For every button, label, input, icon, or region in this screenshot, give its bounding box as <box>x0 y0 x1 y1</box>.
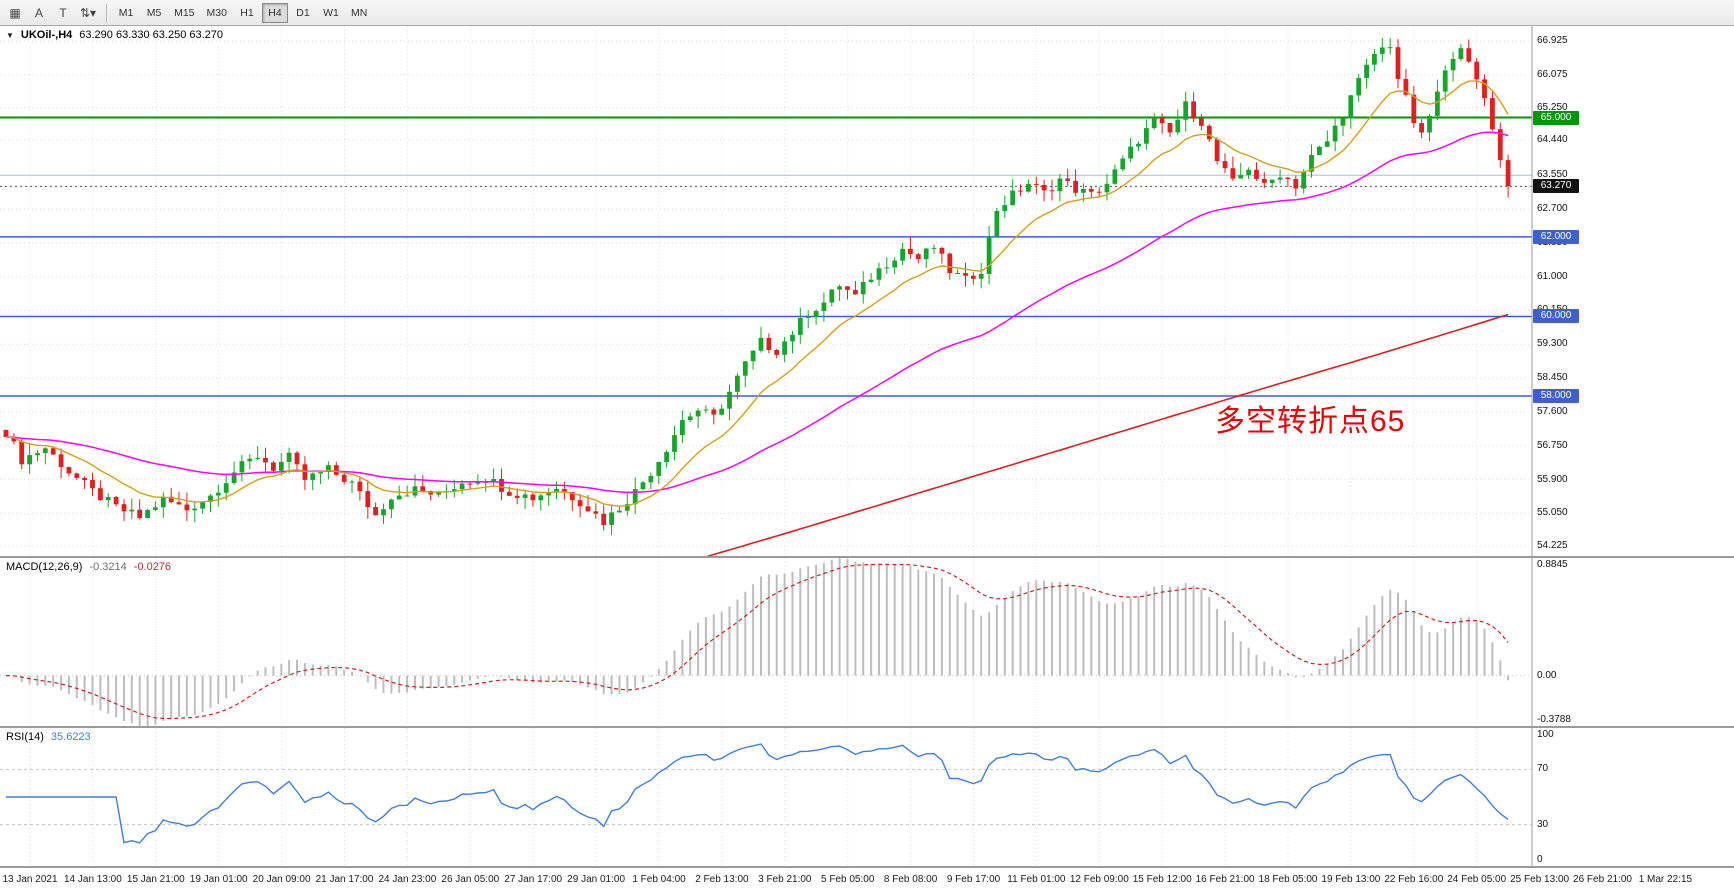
axis-label: 0 <box>1537 854 1543 865</box>
time-axis-label: 22 Feb 16:00 <box>1384 874 1444 885</box>
rsi-value: 35.6223 <box>50 731 91 743</box>
time-axis-label: 26 Jan 05:00 <box>441 874 500 885</box>
font-a-button[interactable]: A <box>34 5 43 20</box>
time-axis-label: 26 Feb 21:00 <box>1573 874 1632 885</box>
axis-label: 0.00 <box>1537 669 1557 681</box>
rsi-indicator-name: RSI(14) <box>6 731 44 743</box>
axis-label: 66.925 <box>1537 34 1568 46</box>
timeframe-button-m15[interactable]: M15 <box>174 6 195 19</box>
macd-label-bar: MACD(12,26,9) -0.3214 -0.0276 <box>6 561 171 573</box>
chart-title-bar: ▼ UKOil-,H4 63.290 63.330 63.250 63.270 <box>6 29 223 41</box>
time-axis-label: 24 Jan 23:00 <box>378 874 437 885</box>
time-axis-label: 27 Jan 17:00 <box>504 874 563 885</box>
rsi-canvas[interactable] <box>0 728 1734 866</box>
time-axis-label: 16 Feb 21:00 <box>1195 874 1255 885</box>
axis-label: 65.250 <box>1537 101 1568 113</box>
timeframe-button-h1[interactable]: H1 <box>240 6 254 19</box>
axis-label: 0.8845 <box>1537 559 1568 570</box>
time-axis-label: 21 Jan 17:00 <box>315 874 374 885</box>
time-axis-label: 3 Feb 21:00 <box>758 874 812 885</box>
panel-separator[interactable] <box>0 556 1734 558</box>
time-axis-label: 9 Feb 17:00 <box>946 874 1001 885</box>
quick-trade-collapse-icon[interactable]: ▼ <box>6 30 14 40</box>
toolbar: ▦ A T ⇅▾ M1 M5 M15 M30 H1 H4 D1 W1 MN <box>0 0 1734 26</box>
time-axis-label: 1 Feb 04:00 <box>632 874 686 885</box>
axis-label: 30 <box>1537 818 1549 830</box>
timeframe-button-m5[interactable]: M5 <box>146 6 162 19</box>
price-badge: 58.000 <box>1533 389 1579 403</box>
time-axis-label: 2 Feb 13:00 <box>695 874 749 885</box>
axis-label: 55.900 <box>1537 473 1568 485</box>
axis-label: 59.300 <box>1537 338 1568 350</box>
macd-panel[interactable]: MACD(12,26,9) -0.3214 -0.0276 0.8845 0.00… <box>0 558 1734 726</box>
cycle-arrows-button[interactable]: ⇅▾ <box>80 5 97 20</box>
timeframe-button-w1[interactable]: W1 <box>323 6 339 19</box>
price-badge: 60.000 <box>1533 309 1579 323</box>
chart-annotation-text: 多空转折点65 <box>1215 405 1406 438</box>
price-badge: 65.000 <box>1533 111 1579 125</box>
macd-canvas[interactable] <box>0 558 1734 726</box>
time-axis-label: 18 Feb 05:00 <box>1258 874 1318 885</box>
time-axis-label: 5 Feb 05:00 <box>821 874 875 885</box>
toolbar-icon-group: ▦ A T ⇅▾ <box>4 3 100 23</box>
axis-label: -0.3788 <box>1537 714 1571 725</box>
axis-label: 62.700 <box>1537 203 1568 215</box>
macd-indicator-name: MACD(12,26,9) <box>6 561 83 573</box>
time-axis-label: 19 Jan 01:00 <box>189 874 248 885</box>
timeframe-button-mn[interactable]: MN <box>350 6 368 19</box>
text-t-button[interactable]: T <box>59 5 67 20</box>
axis-label: 58.450 <box>1537 372 1568 384</box>
timeframe-button-m30[interactable]: M30 <box>206 6 227 19</box>
macd-signal-value: -0.0276 <box>133 561 172 573</box>
time-axis-label: 14 Jan 13:00 <box>63 874 122 885</box>
time-axis-label: 8 Feb 08:00 <box>883 874 938 885</box>
time-axis-label: 11 Feb 01:00 <box>1007 874 1066 885</box>
axis-label: 54.225 <box>1537 540 1568 552</box>
timeframe-button-group: M1 M5 M15 M30 H1 H4 D1 W1 MN <box>113 2 372 23</box>
time-axis-label: 20 Jan 09:00 <box>252 874 311 885</box>
timeframe-button-d1[interactable]: D1 <box>296 6 310 19</box>
axis-label: 63.550 <box>1537 169 1568 181</box>
time-axis-label: 19 Feb 13:00 <box>1321 874 1381 885</box>
axis-label: 64.440 <box>1537 133 1568 145</box>
ohlc-values: 63.290 63.330 63.250 63.270 <box>79 29 224 41</box>
time-axis-label: 15 Feb 12:00 <box>1132 874 1192 885</box>
price-badge: 63.270 <box>1533 179 1579 193</box>
price-badge: 62.000 <box>1533 230 1579 244</box>
axis-label: 66.075 <box>1537 68 1568 80</box>
time-axis-label: 12 Feb 09:00 <box>1069 874 1129 885</box>
tick-grid-button[interactable]: ▦ <box>9 5 21 20</box>
axis-label: 61.000 <box>1537 270 1568 282</box>
axis-label: 70 <box>1537 763 1549 775</box>
panel-separator[interactable] <box>0 726 1734 728</box>
time-axis-label: 29 Jan 01:00 <box>567 874 626 885</box>
axis-label: 56.750 <box>1537 439 1568 451</box>
time-axis-label: 15 Jan 21:00 <box>126 874 185 885</box>
axis-label: 57.600 <box>1537 405 1568 417</box>
time-axis-label: 1 Mar 22:15 <box>1638 874 1693 885</box>
symbol-period-label: UKOil-,H4 <box>20 29 73 41</box>
axis-label: 55.050 <box>1537 507 1568 519</box>
time-axis-label: 13 Jan 2021 <box>2 874 58 885</box>
time-axis[interactable]: 13 Jan 2021 14 Jan 13:00 15 Jan 21:00 19 Ja… <box>0 866 1734 894</box>
rsi-label-bar: RSI(14) 35.6223 <box>6 731 91 743</box>
rsi-panel[interactable]: RSI(14) 35.6223 100 70 30 0 <box>0 728 1734 866</box>
timeframe-button-h4[interactable]: H4 <box>261 2 288 23</box>
main-chart-canvas[interactable] <box>0 26 1734 556</box>
axis-label: 100 <box>1537 729 1554 740</box>
time-axis-label: 25 Feb 13:00 <box>1510 874 1570 885</box>
timeframe-button-m1[interactable]: M1 <box>118 6 134 19</box>
main-chart-panel[interactable]: ▼ UKOil-,H4 63.290 63.330 63.250 63.270 … <box>0 26 1734 556</box>
toolbar-separator <box>106 3 108 22</box>
macd-main-value: -0.3214 <box>89 561 127 573</box>
time-axis-label: 24 Feb 05:00 <box>1447 874 1507 885</box>
